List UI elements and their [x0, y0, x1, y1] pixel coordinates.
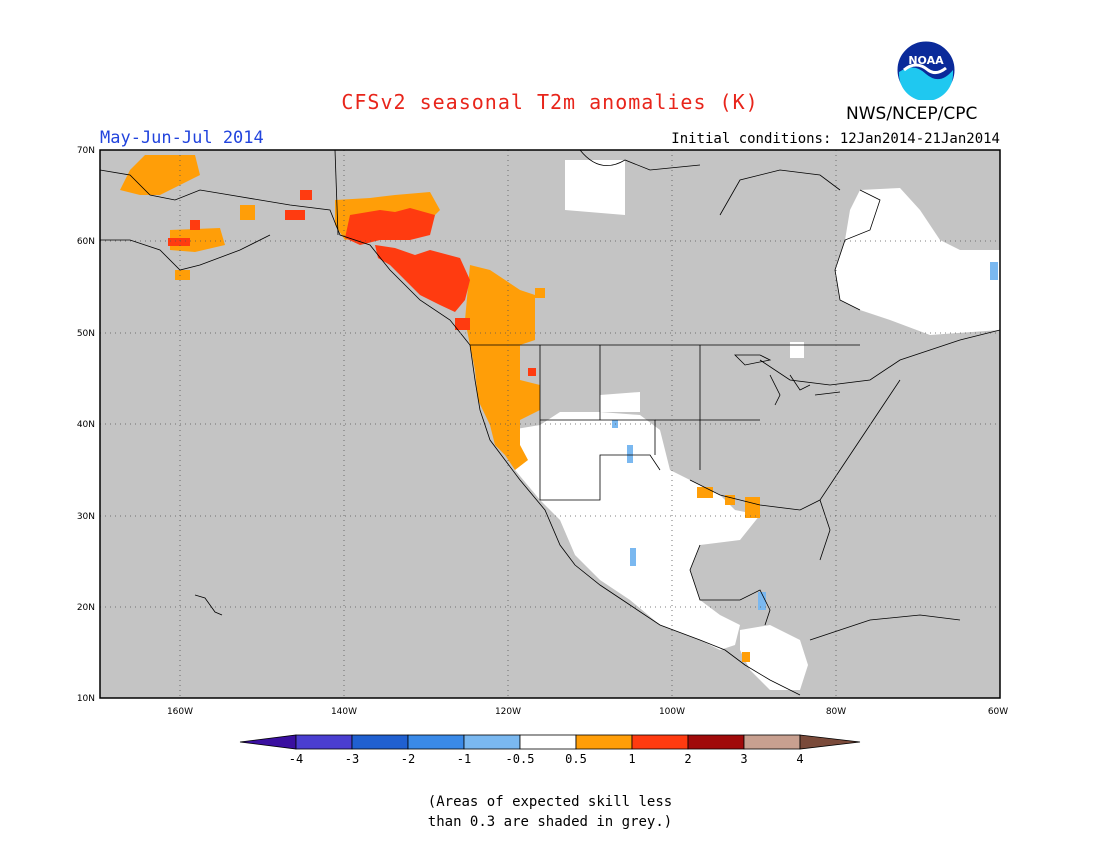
lon-tick: 120W — [495, 707, 521, 717]
colorbar-segment — [687, 734, 745, 750]
colorbar-right-arrow — [799, 734, 861, 750]
colorbar-segment — [519, 734, 577, 750]
logo-text: NOAA — [908, 54, 944, 67]
colorbar — [239, 734, 861, 750]
lat-tick: 30N — [77, 512, 95, 522]
colorbar-segment — [631, 734, 689, 750]
colorbar-label: -3 — [345, 752, 359, 766]
lat-tick: 50N — [77, 329, 95, 339]
lon-tick: 160W — [167, 707, 193, 717]
lat-tick: 40N — [77, 420, 95, 430]
colorbar-label: -2 — [401, 752, 415, 766]
lon-tick: 80W — [826, 707, 846, 717]
lat-tick: 20N — [77, 603, 95, 613]
colorbar-segment — [351, 734, 409, 750]
colorbar-segment — [295, 734, 353, 750]
colorbar-label: 3 — [740, 752, 747, 766]
lat-tick: 60N — [77, 237, 95, 247]
lon-tick: 60W — [988, 707, 1008, 717]
skill-note-line-2: than 0.3 are shaded in grey.) — [427, 814, 673, 830]
map-title: CFSv2 seasonal T2m anomalies (K) — [341, 90, 759, 114]
colorbar-segment — [407, 734, 465, 750]
initial-conditions-label: Initial conditions: 12Jan2014-21Jan2014 — [671, 131, 1000, 147]
colorbar-segment — [575, 734, 633, 750]
map-frame — [99, 149, 1001, 699]
white-areas — [510, 160, 1000, 690]
colorbar-segment — [463, 734, 521, 750]
colorbar-label: 2 — [684, 752, 691, 766]
colorbar-left-arrow — [239, 734, 297, 750]
skill-note: (Areas of expected skill less than 0.3 a… — [0, 792, 1100, 832]
red-anomalies — [168, 190, 536, 376]
lon-tick: 140W — [331, 707, 357, 717]
season-label: May-Jun-Jul 2014 — [100, 128, 264, 148]
colorbar-label: 1 — [628, 752, 635, 766]
lat-tick-labels: 70N 60N 50N 40N 30N 20N 10N — [77, 146, 95, 704]
grid-lines — [100, 150, 1000, 698]
agency-label: NWS/NCEP/CPC — [846, 104, 978, 124]
lat-tick: 10N — [77, 694, 95, 704]
skill-note-line-1: (Areas of expected skill less — [427, 794, 673, 810]
noaa-logo-icon: NOAA — [896, 40, 956, 100]
colorbar-label: -0.5 — [506, 752, 535, 766]
colorbar-segment — [743, 734, 801, 750]
colorbar-label: -4 — [289, 752, 303, 766]
lat-tick: 70N — [77, 146, 95, 156]
great-lakes — [734, 354, 841, 406]
colorbar-label: 0.5 — [565, 752, 587, 766]
colorbar-label: 4 — [796, 752, 803, 766]
lon-tick: 100W — [659, 707, 685, 717]
colorbar-labels: -4 -3 -2 -1 -0.5 0.5 1 2 3 4 — [289, 752, 804, 766]
coastlines — [99, 149, 1001, 696]
colorbar-label: -1 — [457, 752, 471, 766]
lon-tick-labels: 160W 140W 120W 100W 80W 60W — [167, 707, 1008, 717]
